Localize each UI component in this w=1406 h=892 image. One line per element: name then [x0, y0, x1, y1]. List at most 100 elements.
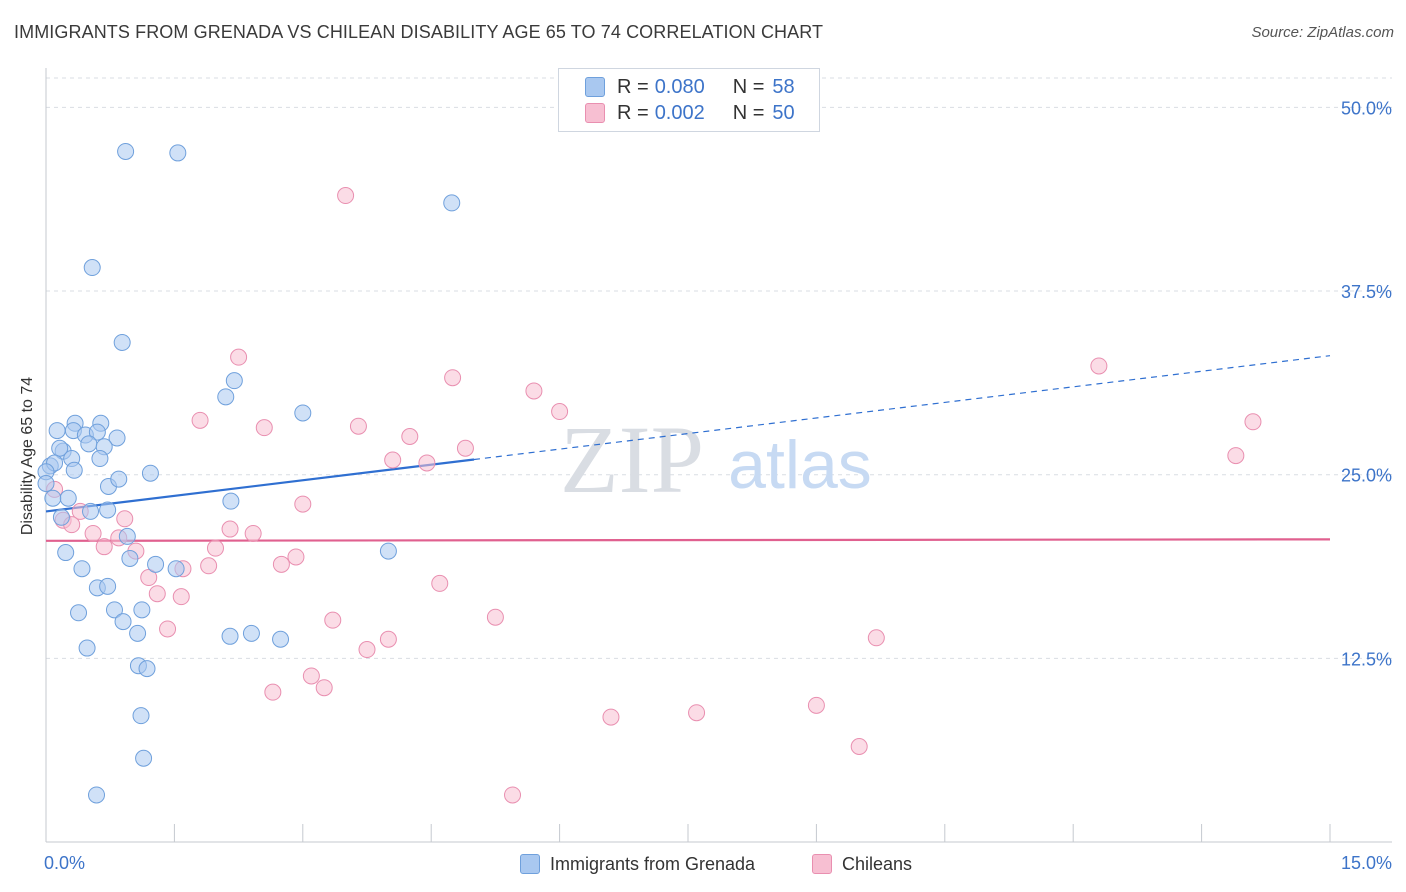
- point-grenada: [118, 527, 136, 545]
- legend-r-label: R =: [617, 75, 649, 98]
- point-chileans: [294, 495, 312, 513]
- point-grenada: [59, 489, 77, 507]
- point-grenada: [141, 464, 159, 482]
- point-grenada: [133, 601, 151, 619]
- point-chileans: [221, 520, 239, 538]
- point-grenada: [114, 613, 132, 631]
- y-tick-label: 12.5%: [1341, 649, 1392, 669]
- point-grenada: [110, 470, 128, 488]
- point-grenada: [99, 577, 117, 595]
- bottom-legend-grenada: Immigrants from Grenada: [520, 852, 755, 876]
- point-chileans: [324, 611, 342, 629]
- source-label: Source: ZipAtlas.com: [1251, 24, 1394, 41]
- point-chileans: [337, 187, 355, 205]
- x-tick-label: 15.0%: [1341, 853, 1392, 873]
- point-grenada: [113, 333, 131, 351]
- point-grenada: [88, 786, 106, 804]
- point-grenada: [57, 544, 75, 562]
- point-chileans: [116, 510, 134, 528]
- point-chileans: [159, 620, 177, 638]
- data-points: [37, 142, 1262, 804]
- point-grenada: [117, 142, 135, 160]
- point-grenada: [132, 707, 150, 725]
- point-chileans: [148, 585, 166, 603]
- point-grenada: [105, 601, 123, 619]
- point-chileans: [602, 708, 620, 726]
- legend-r-value: 0.080: [654, 75, 705, 98]
- point-chileans: [850, 738, 868, 755]
- trend-line-chileans: [45, 538, 1331, 542]
- legend-swatch-blue: [585, 77, 605, 97]
- y-tick-label: 37.5%: [1341, 282, 1392, 302]
- point-chileans: [1090, 357, 1108, 375]
- point-chileans: [172, 588, 190, 606]
- point-grenada: [80, 435, 98, 453]
- bottom-legend-label-chileans: Chileans: [842, 853, 913, 874]
- point-grenada: [443, 194, 461, 212]
- point-grenada: [272, 630, 290, 648]
- point-grenada: [88, 423, 106, 441]
- y-tick-label: 25.0%: [1341, 466, 1392, 486]
- point-chileans: [486, 608, 504, 626]
- point-chileans: [349, 417, 367, 435]
- point-chileans: [1244, 413, 1262, 431]
- point-grenada: [73, 560, 91, 578]
- point-grenada: [147, 555, 165, 573]
- legend-row-grenada: R = 0.080 N = 58: [585, 76, 795, 98]
- point-chileans: [315, 679, 333, 697]
- bottom-legend-swatch-blue: [520, 854, 540, 874]
- point-chileans: [444, 369, 462, 387]
- legend-n-label: N =: [732, 75, 765, 98]
- point-chileans: [807, 696, 825, 714]
- point-chileans: [384, 451, 402, 469]
- legend-n-value: 58: [772, 75, 795, 98]
- point-grenada: [91, 450, 109, 468]
- point-grenada: [78, 639, 96, 657]
- point-chileans: [255, 419, 273, 437]
- legend-row-chileans: R = 0.002 N = 50: [585, 102, 795, 124]
- legend-r-value: 0.002: [654, 101, 705, 124]
- point-chileans: [200, 557, 218, 575]
- point-grenada: [294, 404, 312, 422]
- legend-r-label: R =: [617, 101, 649, 124]
- point-chileans: [379, 630, 397, 648]
- point-chileans: [84, 524, 102, 542]
- point-chileans: [525, 382, 543, 400]
- point-chileans: [431, 574, 449, 592]
- point-grenada: [222, 492, 240, 510]
- point-grenada: [48, 422, 66, 440]
- axes: [45, 68, 1392, 843]
- point-grenada: [44, 489, 62, 507]
- point-grenada: [108, 429, 126, 447]
- y-tick-label: 50.0%: [1341, 98, 1392, 118]
- point-chileans: [272, 555, 290, 573]
- point-grenada: [82, 502, 100, 520]
- point-grenada: [37, 475, 55, 493]
- point-chileans: [302, 667, 320, 685]
- trend-lines: [45, 355, 1331, 542]
- point-chileans: [230, 348, 248, 366]
- point-chileans: [401, 427, 419, 445]
- point-chileans: [418, 454, 436, 472]
- point-chileans: [206, 539, 224, 557]
- point-chileans: [264, 683, 282, 701]
- legend-swatch-pink: [585, 103, 605, 123]
- point-grenada: [70, 604, 88, 622]
- point-grenada: [83, 259, 101, 277]
- point-chileans: [551, 403, 569, 421]
- point-chileans: [140, 569, 158, 587]
- trend-line-grenada: [45, 458, 475, 513]
- point-chileans: [867, 629, 885, 647]
- point-chileans: [688, 704, 706, 722]
- point-grenada: [138, 660, 156, 678]
- point-grenada: [379, 542, 397, 560]
- point-grenada: [169, 144, 187, 162]
- point-grenada: [217, 388, 235, 406]
- point-chileans: [358, 641, 376, 659]
- watermark-atlas: atlas: [728, 427, 872, 503]
- point-chileans: [244, 524, 262, 542]
- point-chileans: [1227, 447, 1245, 465]
- bottom-legend-label-grenada: Immigrants from Grenada: [550, 853, 756, 874]
- watermark-zip: ZIP: [560, 406, 704, 513]
